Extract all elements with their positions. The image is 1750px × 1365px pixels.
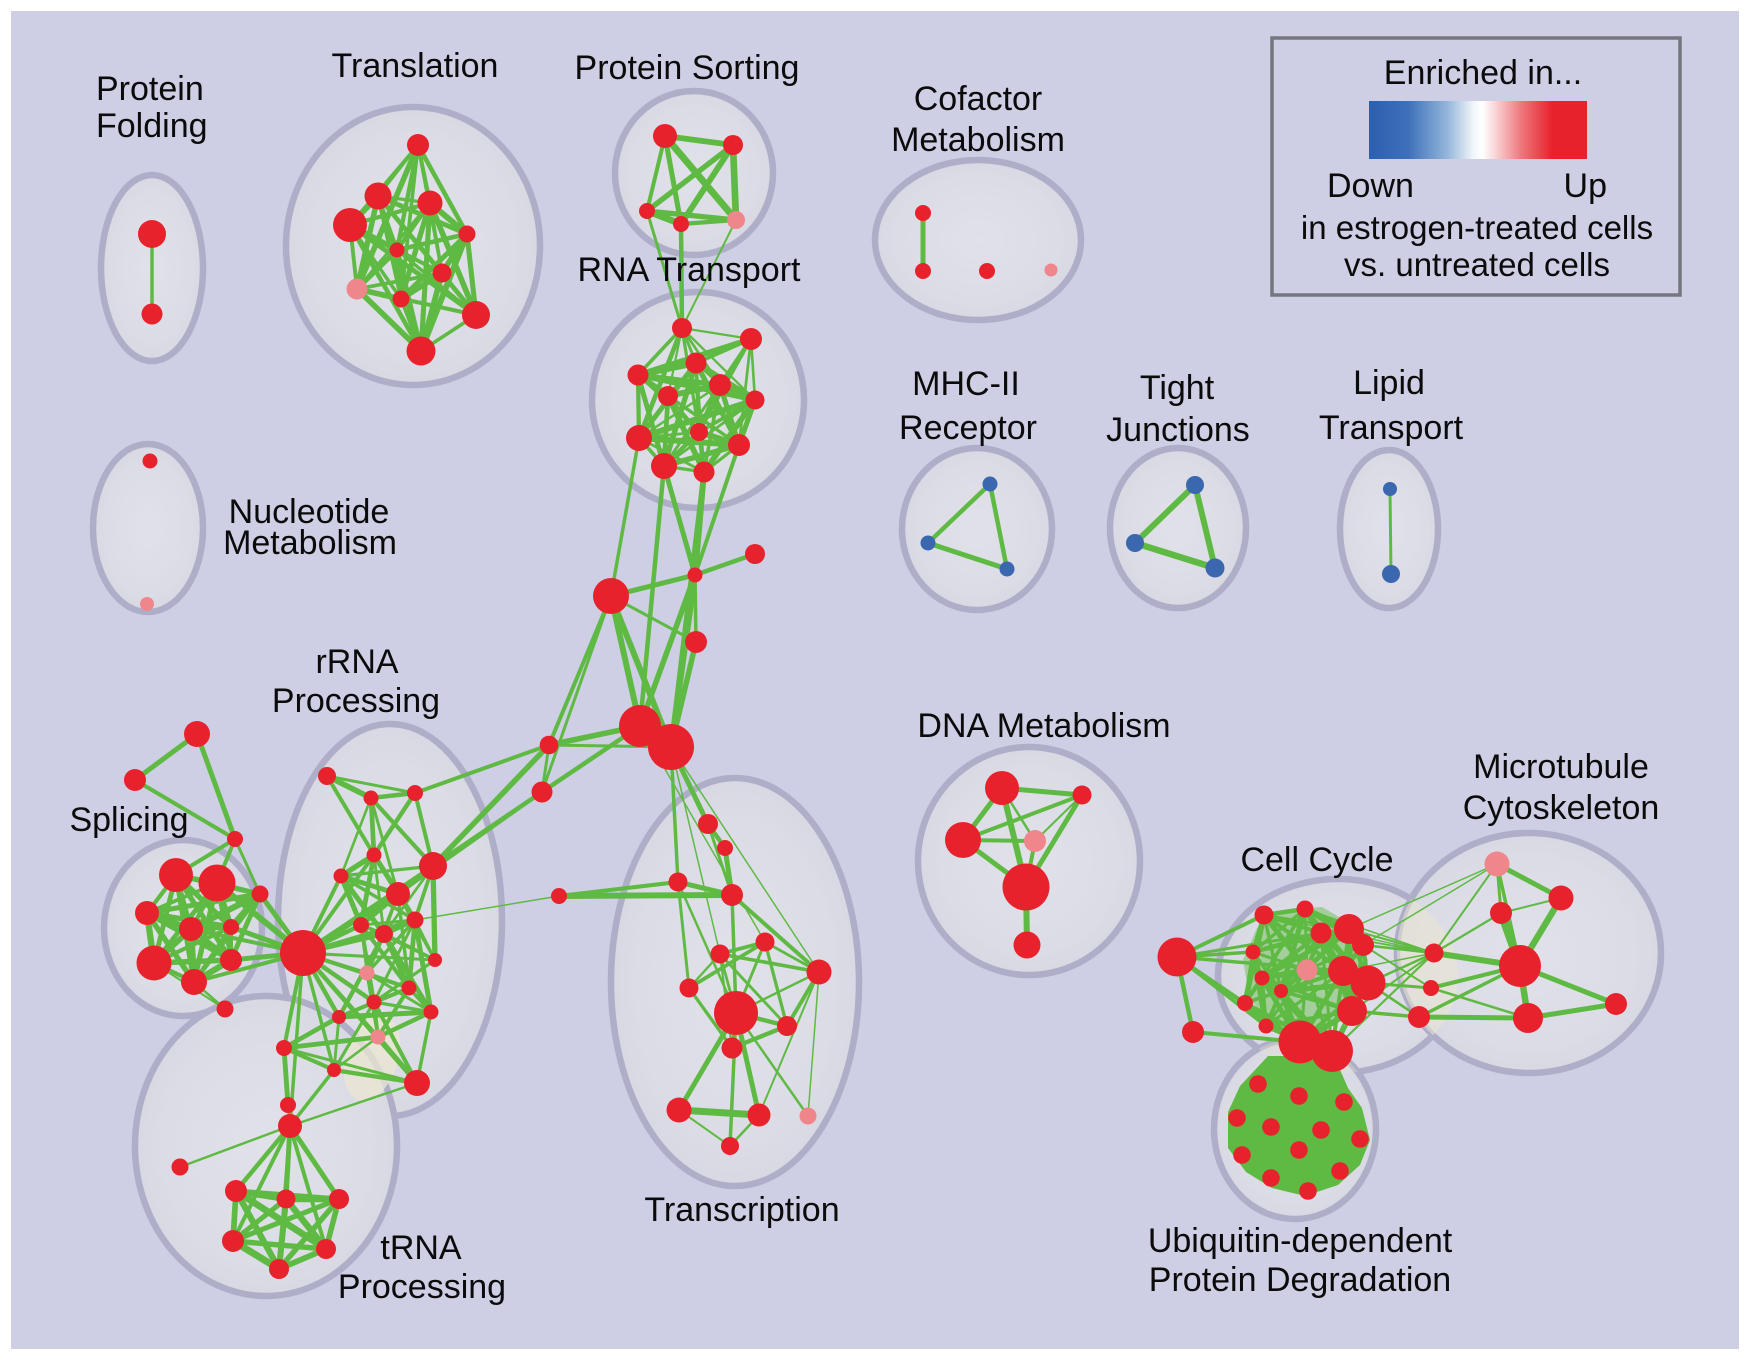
- svg-text:tRNA: tRNA: [380, 1229, 462, 1267]
- svg-text:Processing: Processing: [272, 682, 440, 720]
- svg-text:Cofactor: Cofactor: [914, 80, 1043, 118]
- svg-text:Transcription: Transcription: [644, 1191, 839, 1229]
- svg-text:Metabolism: Metabolism: [223, 524, 397, 562]
- svg-text:Junctions: Junctions: [1106, 411, 1250, 449]
- svg-text:Enriched in...: Enriched in...: [1384, 54, 1582, 92]
- svg-text:Splicing: Splicing: [69, 801, 188, 839]
- svg-text:Cell Cycle: Cell Cycle: [1240, 841, 1393, 879]
- svg-text:rRNA: rRNA: [315, 643, 398, 681]
- svg-text:Lipid: Lipid: [1353, 364, 1425, 402]
- svg-text:Down: Down: [1327, 167, 1414, 205]
- svg-text:Translation: Translation: [332, 47, 499, 85]
- svg-text:vs. untreated cells: vs. untreated cells: [1344, 246, 1610, 283]
- svg-text:Processing: Processing: [338, 1268, 506, 1306]
- svg-text:Transport: Transport: [1319, 409, 1464, 447]
- svg-text:Metabolism: Metabolism: [891, 121, 1065, 159]
- svg-text:Microtubule: Microtubule: [1473, 748, 1649, 786]
- svg-text:Ubiquitin-dependent: Ubiquitin-dependent: [1148, 1222, 1453, 1260]
- svg-text:Cytoskeleton: Cytoskeleton: [1463, 789, 1660, 827]
- svg-text:Protein Degradation: Protein Degradation: [1149, 1261, 1451, 1299]
- svg-text:DNA Metabolism: DNA Metabolism: [917, 707, 1170, 745]
- svg-text:Protein Sorting: Protein Sorting: [575, 49, 800, 87]
- svg-text:in estrogen-treated cells: in estrogen-treated cells: [1301, 209, 1653, 246]
- svg-text:Folding: Folding: [96, 107, 208, 145]
- svg-text:MHC-II: MHC-II: [912, 365, 1020, 403]
- svg-text:Nucleotide: Nucleotide: [229, 493, 390, 531]
- svg-text:Up: Up: [1564, 167, 1607, 205]
- svg-text:Protein: Protein: [96, 70, 204, 108]
- svg-text:Tight: Tight: [1140, 369, 1215, 407]
- svg-text:RNA Transport: RNA Transport: [578, 251, 802, 289]
- svg-text:Receptor: Receptor: [899, 409, 1037, 447]
